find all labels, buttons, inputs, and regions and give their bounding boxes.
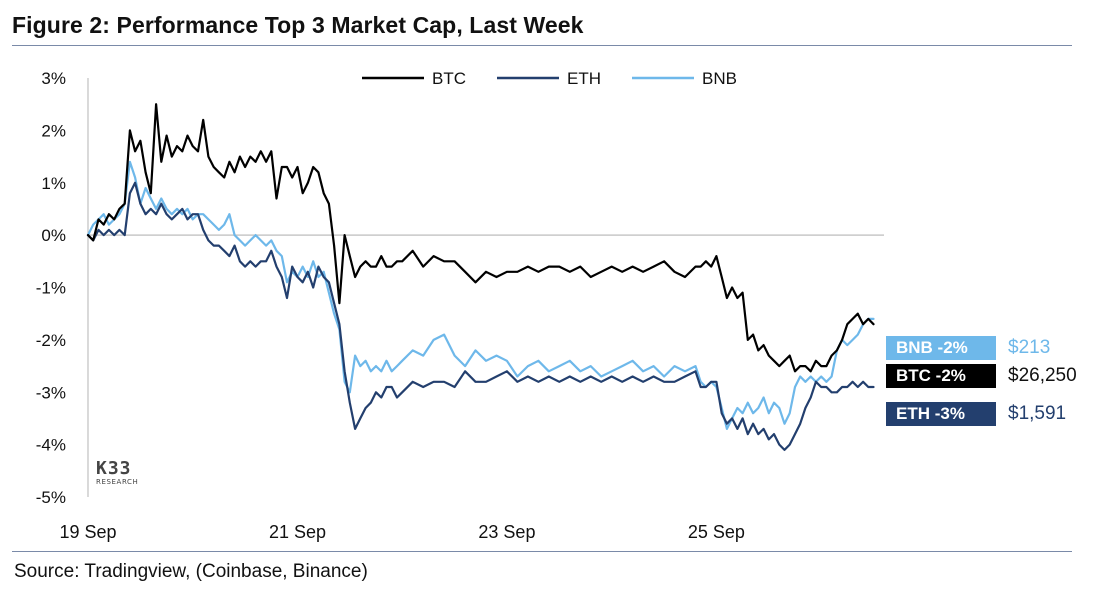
logo-wordmark: K33: [96, 458, 132, 479]
y-tick-label: 0%: [41, 226, 66, 245]
legend-label-eth: ETH: [567, 69, 601, 88]
series-line-eth: [86, 181, 875, 451]
source-divider: [12, 551, 1072, 552]
figure-title: Figure 2: Performance Top 3 Market Cap, …: [12, 12, 584, 38]
k33-research-logo: K33 RESEARCH: [96, 460, 138, 486]
legend-label-btc: BTC: [432, 69, 466, 88]
end-label-bnb-tag: BNB -2%: [886, 336, 996, 360]
x-tick-label: 19 Sep: [59, 522, 116, 542]
y-tick-label: 3%: [41, 69, 66, 88]
y-tick-label: 1%: [41, 174, 66, 193]
end-label-bnb-value: $213: [1008, 337, 1051, 358]
x-tick-label: 23 Sep: [478, 522, 535, 542]
y-tick-label: -5%: [36, 488, 66, 507]
y-tick-label: 2%: [41, 121, 66, 140]
x-tick-label: 25 Sep: [688, 522, 745, 542]
series-line-btc: [86, 103, 875, 373]
x-tick-label: 21 Sep: [269, 522, 326, 542]
end-label-btc-value: $26,250: [1008, 365, 1077, 386]
logo-subtitle: RESEARCH: [96, 478, 139, 486]
title-divider: [12, 45, 1072, 46]
y-tick-label: -2%: [36, 331, 66, 350]
y-tick-label: -1%: [36, 279, 66, 298]
source-note: Source: Tradingview, (Coinbase, Binance): [14, 561, 368, 582]
end-label-btc-tag: BTC -2%: [886, 364, 996, 388]
y-tick-label: -3%: [36, 383, 66, 402]
end-label-eth-value: $1,591: [1008, 403, 1067, 424]
series-line-bnb: [86, 160, 875, 430]
end-label-eth-tag: ETH -3%: [886, 402, 996, 426]
legend-label-bnb: BNB: [702, 69, 737, 88]
y-tick-label: -4%: [36, 436, 66, 455]
